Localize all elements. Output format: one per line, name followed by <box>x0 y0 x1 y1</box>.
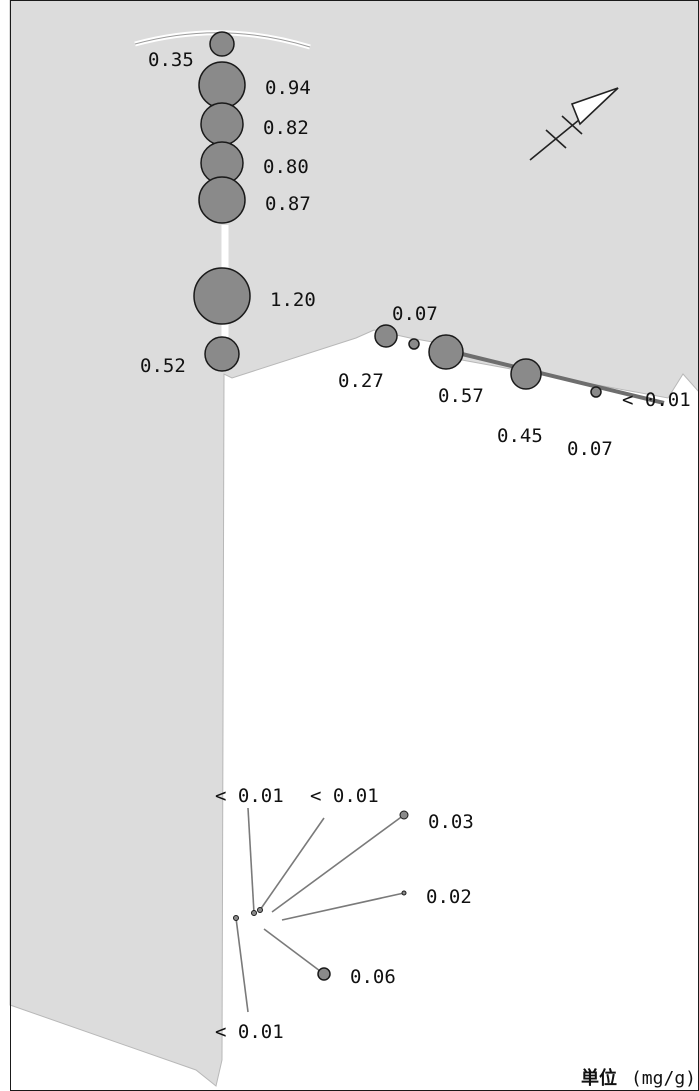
sample-marker <box>251 910 257 916</box>
sample-marker <box>374 324 398 348</box>
sample-value-label: 0.27 <box>338 370 384 392</box>
sample-marker <box>257 907 263 913</box>
sample-value-label: 0.57 <box>438 385 484 407</box>
sample-marker <box>510 358 542 390</box>
sample-marker <box>204 336 240 372</box>
leader-line <box>259 817 325 911</box>
land-polygon <box>9 0 699 1087</box>
sample-marker <box>200 102 244 146</box>
sample-value-label: 0.03 <box>428 811 474 833</box>
sample-marker <box>198 176 246 224</box>
sample-value-label: 0.87 <box>265 193 311 215</box>
leader-line <box>263 928 325 975</box>
sample-value-label: 0.94 <box>265 77 311 99</box>
sample-marker <box>209 31 235 57</box>
sample-marker <box>408 338 420 350</box>
sample-value-label: 0.07 <box>567 438 613 460</box>
sea-wall <box>461 352 665 405</box>
sample-marker <box>399 810 409 820</box>
sample-marker <box>428 334 464 370</box>
sample-value-label: 0.06 <box>350 966 396 988</box>
sample-marker <box>401 890 407 896</box>
leader-line <box>247 807 255 914</box>
leader-line <box>235 917 249 1013</box>
sample-value-label: < 0.01 <box>215 1021 284 1043</box>
sample-value-label: 0.02 <box>426 886 472 908</box>
sample-value-label: 0.80 <box>263 156 309 178</box>
sample-value-label: 1.20 <box>270 289 316 311</box>
leader-line <box>271 814 405 913</box>
sample-value-label: < 0.01 <box>310 785 379 807</box>
leader-line <box>281 892 405 921</box>
sample-value-label: 0.45 <box>497 425 543 447</box>
sample-value-label: 0.82 <box>263 117 309 139</box>
land-area <box>9 0 699 1087</box>
sample-value-label: 0.52 <box>140 355 186 377</box>
sample-marker <box>590 386 602 398</box>
sample-value-label: 0.35 <box>148 49 194 71</box>
sample-marker <box>193 267 251 325</box>
sample-marker <box>233 915 239 921</box>
sample-value-label: < 0.01 <box>622 389 691 411</box>
sample-value-label: < 0.01 <box>215 785 284 807</box>
sample-marker <box>317 967 331 981</box>
sample-value-label: 0.07 <box>392 303 438 325</box>
leader-lines <box>235 807 405 1013</box>
sample-markers <box>193 31 602 981</box>
sample-marker <box>198 61 246 109</box>
sample-labels: 0.35 0.94 0.82 0.80 0.87 1.20 0.52 0.27 0.07 0.57… <box>140 49 691 1043</box>
north-arrow-icon <box>529 87 619 161</box>
unit-label: 単位 (mg/g) <box>581 1067 696 1089</box>
